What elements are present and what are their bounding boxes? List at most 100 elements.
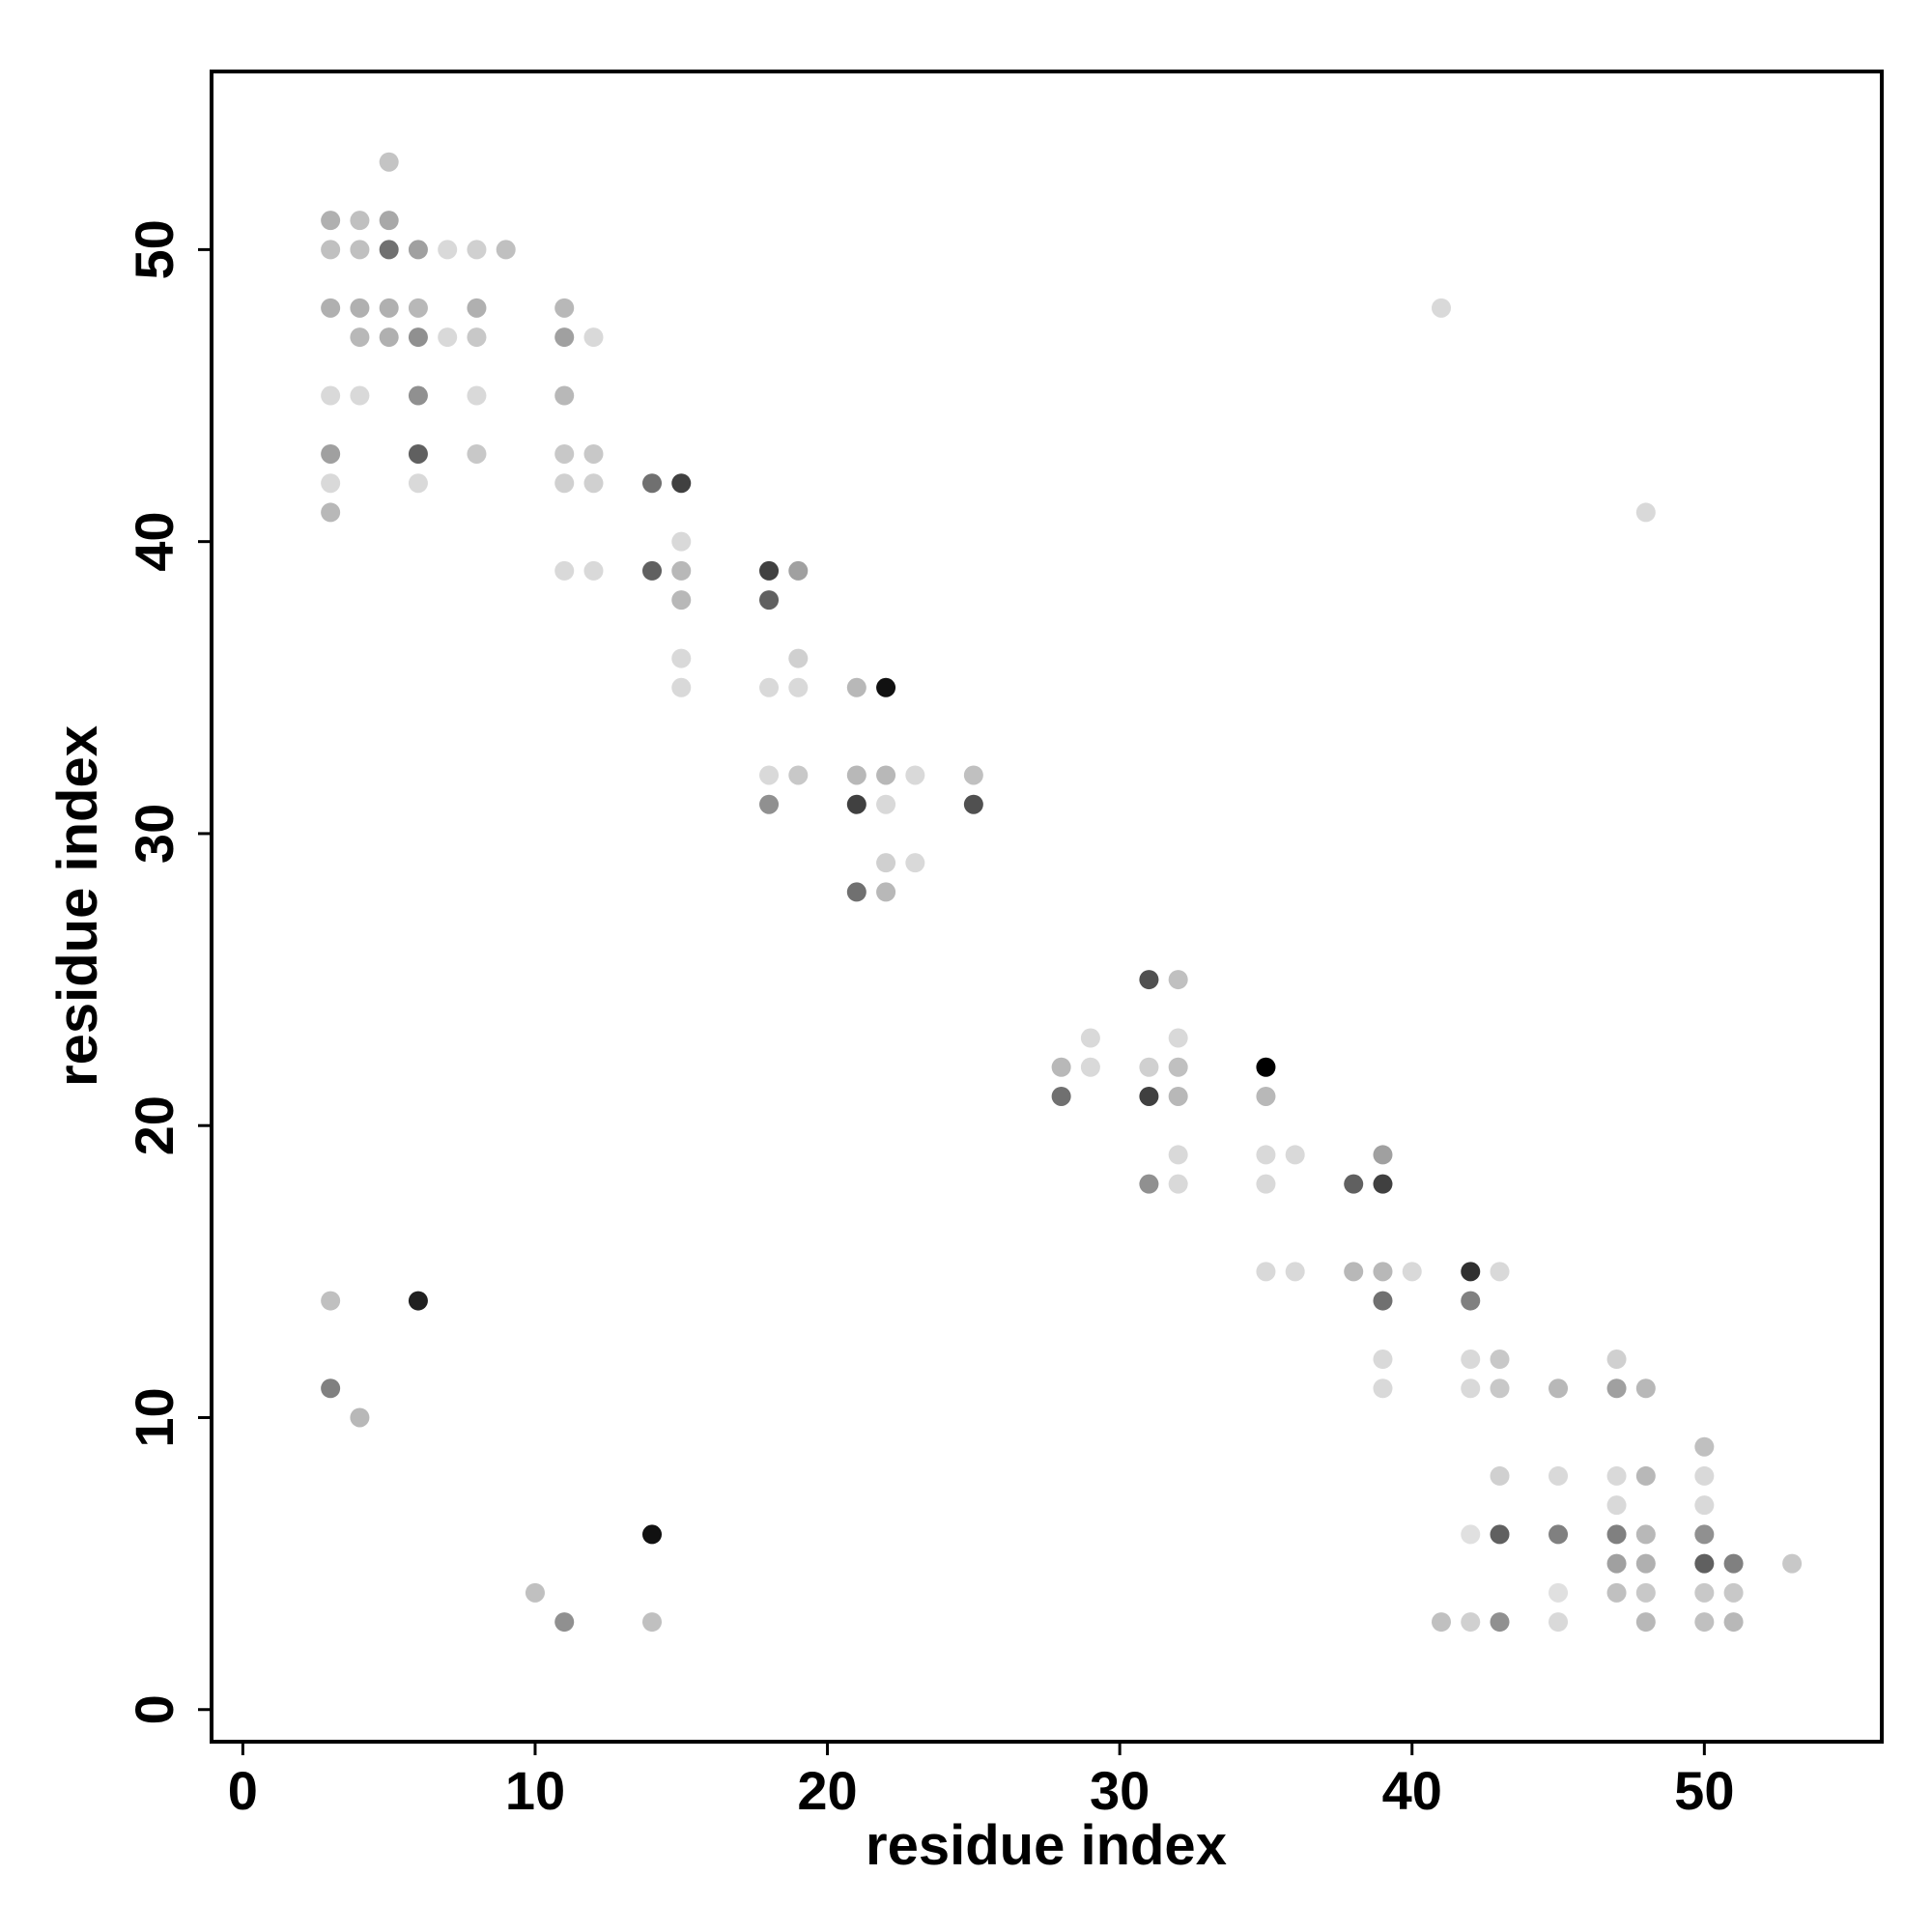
point — [1168, 1145, 1188, 1165]
point — [496, 240, 516, 260]
point — [554, 473, 575, 494]
point — [321, 1291, 341, 1311]
point — [1461, 1350, 1481, 1370]
x-tick-label: 0 — [228, 1760, 258, 1821]
point — [1694, 1465, 1715, 1486]
point — [1548, 1582, 1569, 1603]
point — [1782, 1553, 1803, 1574]
point — [671, 560, 692, 581]
point — [1723, 1553, 1744, 1574]
point — [1606, 1582, 1627, 1603]
point — [350, 298, 370, 318]
x-tick-label: 50 — [1674, 1760, 1734, 1821]
point — [671, 590, 692, 611]
point — [583, 560, 604, 581]
point — [583, 473, 604, 494]
point — [1548, 1465, 1569, 1486]
point — [321, 298, 341, 318]
point — [1461, 1524, 1481, 1545]
point — [467, 240, 487, 260]
y-tick-label: 30 — [124, 804, 185, 864]
point — [379, 298, 399, 318]
point — [1461, 1612, 1481, 1633]
point — [1606, 1378, 1627, 1399]
point — [876, 765, 896, 785]
point — [1694, 1436, 1715, 1457]
x-tick-label: 30 — [1090, 1760, 1150, 1821]
point — [1461, 1262, 1481, 1282]
point — [554, 443, 575, 464]
point — [554, 560, 575, 581]
point — [846, 677, 867, 697]
point — [1373, 1145, 1393, 1165]
point — [1256, 1057, 1276, 1077]
point — [321, 240, 341, 260]
point — [759, 590, 780, 611]
point — [1168, 1057, 1188, 1077]
point — [1344, 1262, 1364, 1282]
point — [671, 677, 692, 697]
point — [759, 677, 780, 697]
point — [1373, 1291, 1393, 1311]
point — [408, 443, 428, 464]
point — [1635, 1553, 1656, 1574]
point — [583, 327, 604, 348]
point — [1168, 970, 1188, 990]
point — [1694, 1495, 1715, 1516]
point — [1373, 1262, 1393, 1282]
point — [1431, 298, 1451, 318]
point — [1548, 1612, 1569, 1633]
point — [408, 473, 428, 494]
point — [321, 385, 341, 406]
point — [788, 648, 809, 668]
point — [788, 677, 809, 697]
point — [467, 298, 487, 318]
point — [1168, 1086, 1188, 1106]
point — [408, 385, 428, 406]
point — [642, 473, 663, 494]
point — [408, 1291, 428, 1311]
x-axis-label: residue index — [866, 1814, 1227, 1877]
point — [554, 298, 575, 318]
point — [1461, 1291, 1481, 1311]
y-axis-label: residue index — [46, 725, 109, 1087]
point — [1051, 1057, 1071, 1077]
point — [1635, 502, 1656, 523]
point — [350, 211, 370, 231]
point — [876, 853, 896, 873]
point — [1285, 1262, 1305, 1282]
point — [671, 473, 692, 494]
point — [1431, 1612, 1451, 1633]
point — [408, 240, 428, 260]
point — [1606, 1465, 1627, 1486]
point — [554, 1612, 575, 1633]
plot-frame — [210, 70, 1884, 1744]
point — [1694, 1612, 1715, 1633]
point — [321, 502, 341, 523]
point — [1606, 1495, 1627, 1516]
point — [876, 677, 896, 697]
y-tick-label: 50 — [124, 219, 185, 279]
point — [1635, 1582, 1656, 1603]
point — [379, 211, 399, 231]
point — [1139, 1174, 1159, 1194]
point — [671, 648, 692, 668]
point — [408, 327, 428, 348]
point — [350, 385, 370, 406]
point — [1256, 1086, 1276, 1106]
point — [525, 1582, 545, 1603]
point — [1139, 970, 1159, 990]
point — [321, 443, 341, 464]
point — [438, 327, 458, 348]
point — [1168, 1174, 1188, 1194]
point — [963, 794, 983, 814]
point — [583, 443, 604, 464]
point — [905, 765, 925, 785]
point — [321, 211, 341, 231]
point — [1285, 1145, 1305, 1165]
point — [671, 531, 692, 552]
point — [1490, 1524, 1510, 1545]
point — [1490, 1262, 1510, 1282]
point — [350, 240, 370, 260]
point — [876, 794, 896, 814]
